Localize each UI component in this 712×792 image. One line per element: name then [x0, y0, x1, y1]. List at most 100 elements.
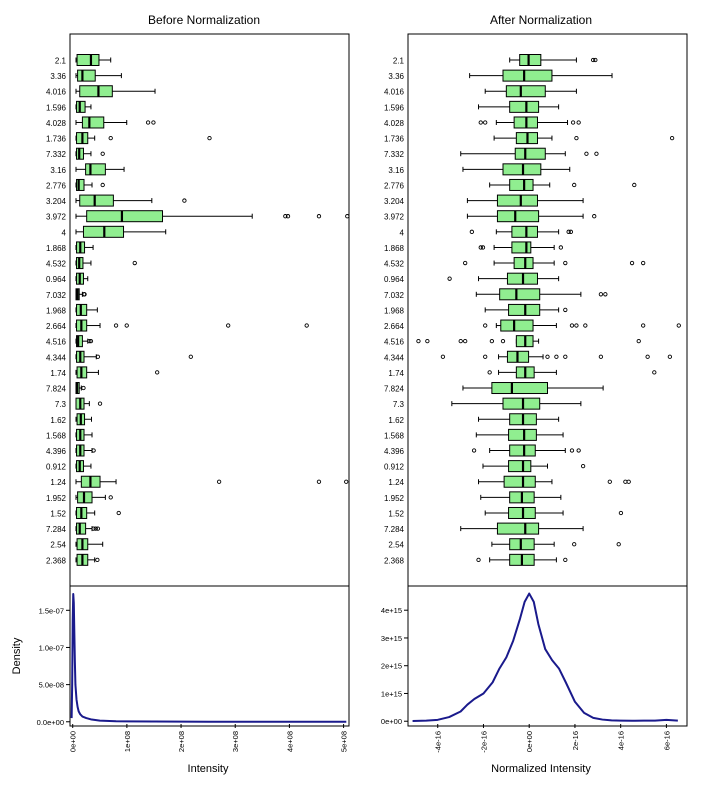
right-outlier-point: [669, 135, 675, 141]
left-box: [76, 178, 85, 191]
right-outlier-point: [483, 323, 488, 328]
right-category-label: 2.776: [384, 181, 405, 190]
right-category-label: 7.032: [384, 291, 405, 300]
right-category-label: 0.964: [384, 275, 405, 284]
left-outlier-point: [207, 135, 212, 141]
left-category-label: 2.54: [50, 541, 66, 550]
left-box: [81, 116, 105, 129]
left-outlier-point: [316, 214, 322, 219]
left-density-frame: [69, 585, 350, 727]
right-outlier-point: [676, 323, 681, 328]
right-outlier-point: [593, 57, 598, 63]
left-category-label: 7.284: [46, 525, 67, 534]
right-outlier-point: [569, 448, 575, 453]
left-category-label: 1.736: [46, 135, 67, 144]
right-outlier-point: [447, 276, 452, 281]
right-category-label: 2.664: [384, 322, 405, 331]
left-outlier-point: [145, 120, 151, 125]
right-category-label: 4.516: [384, 338, 405, 347]
left-xtick-label: 0e+00: [69, 731, 78, 752]
right-outlier-point: [569, 323, 575, 328]
left-xtick-label: 3e+08: [231, 731, 240, 752]
right-box: [499, 288, 541, 301]
right-outlier-point: [641, 323, 646, 328]
right-outlier-point: [574, 323, 579, 328]
left-category-label: 1.24: [50, 478, 66, 487]
right-box: [511, 241, 532, 254]
left-density-group: 0.0e+00 5.0e-08 1.0e-07 1.5e-07 0e+00 1e+08 2e…: [37, 592, 349, 752]
left-outlier-point: [81, 385, 86, 391]
left-category-label: 0.912: [46, 463, 67, 472]
right-category-label: 2.54: [388, 541, 404, 550]
left-outlier-point: [88, 339, 94, 344]
left-outlier-point: [216, 479, 222, 484]
left-outlier-point: [285, 214, 291, 219]
right-box: [502, 69, 553, 82]
right-outlier-point: [425, 339, 430, 344]
right-outlier-point: [572, 182, 577, 188]
right-outlier-point: [598, 292, 604, 297]
right-box: [508, 506, 536, 519]
right-box: [514, 147, 546, 160]
left-box: [77, 69, 96, 82]
right-outlier-point: [469, 229, 474, 234]
right-box: [496, 522, 540, 535]
left-category-label: 7.3: [55, 400, 67, 409]
left-ytick-label: 0.0e+00: [37, 718, 64, 727]
right-category-label: 2.368: [384, 556, 405, 565]
left-outlier-point: [316, 479, 322, 484]
right-outlier-point: [440, 354, 446, 359]
left-outlier-point: [345, 214, 350, 219]
right-outlier-point: [478, 120, 483, 125]
right-category-label: 0.912: [384, 463, 405, 472]
right-box: [508, 460, 532, 473]
right-outlier-point: [483, 120, 488, 125]
right-box: [509, 100, 540, 113]
left-outlier-point: [116, 510, 121, 516]
left-box: [79, 85, 113, 98]
right-outlier-point: [576, 448, 581, 453]
left-category-label: 7.032: [46, 291, 67, 300]
right-category-label: 4: [400, 228, 405, 237]
left-category-label: 1.868: [46, 244, 67, 253]
left-category-label: 7.824: [46, 385, 67, 394]
right-outlier-point: [618, 510, 624, 516]
right-outlier-point: [632, 182, 637, 188]
left-outlier-point: [283, 214, 288, 219]
right-outlier-point: [576, 120, 581, 125]
left-ytick-label: 1.5e-07: [39, 606, 64, 615]
left-category-label: 1.62: [50, 416, 66, 425]
right-category-label: 4.016: [384, 88, 405, 97]
right-box: [519, 54, 542, 66]
left-category-label: 1.568: [46, 431, 67, 440]
right-outlier-point: [566, 229, 571, 234]
right-outlier-point: [558, 245, 563, 250]
right-outlier-point: [563, 354, 568, 359]
right-box: [500, 319, 534, 332]
right-category-label: 3.204: [384, 197, 405, 206]
left-outlier-point: [95, 526, 101, 531]
right-xtick-label: 4e-16: [617, 731, 626, 750]
left-category-label: 7.332: [46, 150, 67, 159]
left-outlier-point: [151, 120, 156, 125]
right-outlier-point: [463, 339, 468, 344]
right-outlier-point: [598, 354, 604, 359]
left-category-label: 1.952: [46, 494, 67, 503]
right-outlier-point: [563, 260, 568, 266]
right-category-label: 1.868: [384, 244, 405, 253]
left-xlabel: Intensity: [188, 763, 229, 775]
right-ytick-label: 1e+15: [381, 689, 402, 698]
right-outlier-point: [545, 354, 550, 359]
right-box: [508, 428, 537, 441]
right-box: [503, 475, 536, 488]
right-outlier-point: [476, 557, 481, 562]
right-category-label: 1.62: [388, 416, 404, 425]
right-outlier-point: [570, 120, 576, 125]
right-category-label: 1.568: [384, 431, 405, 440]
left-category-label: 3.36: [50, 72, 66, 81]
left-box: [85, 163, 106, 176]
left-boxplot-group: 2.1 3.36 4.016 1.596 4.028 1.736 7.332 3.16 2.77…: [46, 54, 350, 566]
right-box: [509, 538, 535, 551]
right-outlier-point: [489, 339, 495, 344]
right-outlier-point: [652, 370, 657, 375]
